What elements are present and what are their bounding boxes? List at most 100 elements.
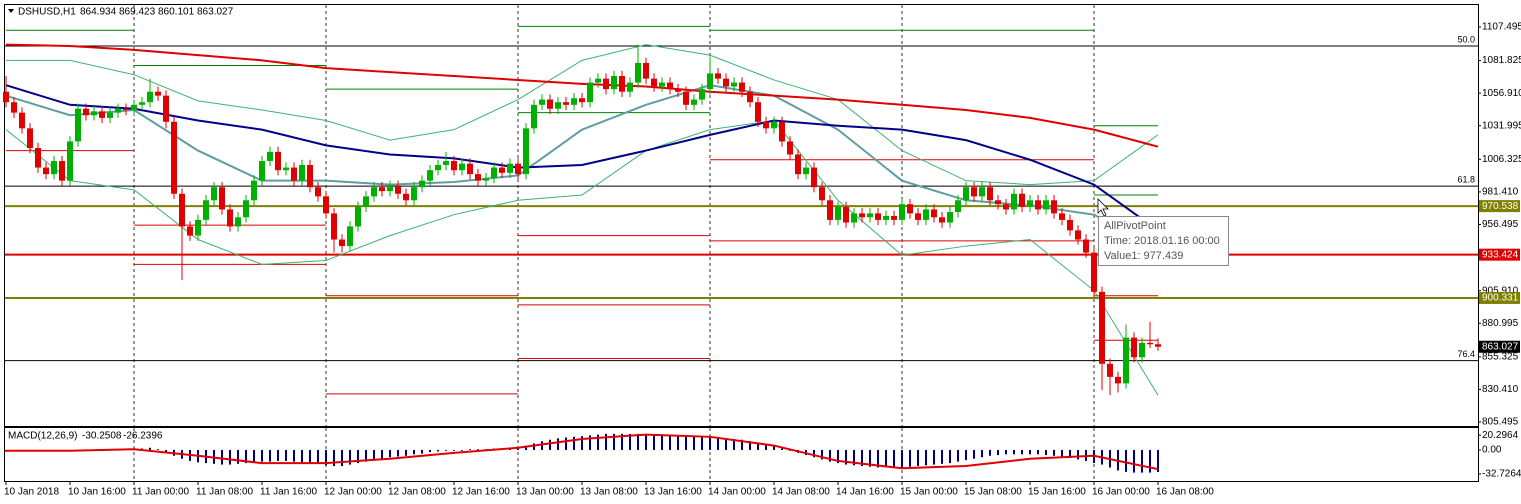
macd-bar	[1125, 449, 1127, 472]
candle-body	[19, 112, 25, 129]
macd-bar	[245, 449, 247, 464]
macd-bar	[1133, 449, 1135, 473]
macd-bar	[821, 449, 823, 460]
candle-body	[899, 204, 905, 220]
candle-body	[35, 147, 41, 168]
candle-body	[59, 161, 65, 181]
candle-body	[883, 215, 889, 220]
candle-body	[1003, 204, 1009, 210]
candle-body	[299, 164, 305, 181]
candle-body	[675, 89, 681, 92]
price-label: 970.538	[1482, 201, 1519, 212]
fib-label: 61.8	[1457, 175, 1475, 185]
candle-body	[1091, 252, 1097, 292]
macd-bar	[1021, 449, 1023, 455]
candle-body	[755, 102, 761, 122]
macd-bar	[533, 443, 535, 450]
candle-body	[1083, 239, 1089, 253]
candle-body	[427, 170, 433, 181]
candle-body	[547, 99, 553, 109]
macd-bar	[229, 449, 231, 465]
current-price-label: 863.027	[1482, 341, 1519, 352]
fib-label: 50.0	[1457, 34, 1475, 44]
x-tick-label: 11 Jan 00:00	[132, 487, 190, 498]
label-layer: DSHUSD,H1 864.934 869.423 860.101 863.02…	[4, 7, 1521, 498]
x-tick-label: 14 Jan 08:00	[772, 487, 830, 498]
macd-bar	[565, 437, 567, 450]
macd-bar	[845, 449, 847, 465]
signal-line	[6, 433, 1159, 471]
macd-bar	[709, 436, 711, 450]
candle-body	[1059, 213, 1065, 220]
candle-body	[355, 206, 361, 227]
macd-bar	[1149, 449, 1151, 473]
candle-body	[963, 187, 969, 201]
indicator-line	[6, 44, 1159, 186]
candle-body	[835, 206, 841, 220]
cursor	[1097, 198, 1109, 217]
candle-body	[827, 200, 833, 220]
candle-body	[387, 185, 393, 192]
macd-bar	[685, 436, 687, 450]
y-tick-label: 805.495	[1482, 417, 1519, 428]
candle-body	[363, 196, 369, 207]
candle-body	[435, 164, 441, 171]
macd-bar	[1013, 449, 1015, 455]
candle-body	[867, 213, 873, 218]
x-tick-label: 10 Jan 16:00	[68, 487, 126, 498]
candle-body	[1067, 219, 1073, 231]
candle-body	[707, 73, 713, 90]
y-tick-label: 855.325	[1482, 351, 1519, 362]
macd-bar	[221, 449, 223, 465]
x-tick-label: 11 Jan 08:00	[196, 487, 254, 498]
macd-bar	[309, 449, 311, 464]
candle-body	[939, 217, 945, 223]
candle-body	[619, 76, 625, 92]
candle-body	[443, 161, 449, 165]
macd-bar	[605, 433, 607, 450]
candle-body	[627, 82, 633, 92]
macd-bar	[1005, 449, 1007, 455]
macd-bar	[261, 449, 263, 462]
candle-body	[771, 121, 777, 129]
macd-bar	[1029, 449, 1031, 455]
macd-bar	[477, 449, 479, 451]
macd-bar	[669, 435, 671, 450]
candle-body	[243, 200, 249, 218]
candle-body	[587, 82, 593, 103]
macd-bar	[285, 449, 287, 461]
macd-bar	[893, 449, 895, 468]
macd-bar	[829, 449, 831, 462]
candle-body	[371, 187, 377, 197]
x-tick-label: 13 Jan 00:00	[516, 487, 574, 498]
candle-body	[579, 98, 585, 103]
candle-body	[155, 91, 161, 96]
candle-body	[563, 102, 569, 105]
macd-bar	[941, 449, 943, 464]
main-layer	[3, 5, 1478, 426]
macd-bar	[1077, 449, 1079, 460]
macd-bar	[661, 435, 663, 450]
macd-bar	[445, 449, 447, 451]
candle-body	[403, 193, 409, 201]
x-tick-label: 13 Jan 08:00	[580, 487, 638, 498]
x-tick-label: 14 Jan 16:00	[836, 487, 894, 498]
macd-bar	[1061, 449, 1063, 457]
candle-body	[291, 167, 297, 181]
macd-bar	[853, 449, 855, 466]
candle-body	[219, 187, 225, 210]
macd-bar	[525, 445, 527, 450]
candle-body	[451, 161, 457, 171]
candle-body	[139, 102, 145, 105]
candle-body	[731, 82, 737, 87]
macd-bar	[333, 449, 335, 467]
candle-body	[987, 187, 993, 201]
main-panel	[4, 4, 1479, 427]
macd-bar	[581, 436, 583, 450]
macd-bar	[637, 433, 639, 450]
candle-body	[1035, 200, 1041, 210]
candle-body	[691, 99, 697, 105]
candle-body	[667, 82, 673, 90]
x-tick-label: 15 Jan 08:00	[964, 487, 1022, 498]
ohlc-open: 864.934	[80, 7, 117, 18]
